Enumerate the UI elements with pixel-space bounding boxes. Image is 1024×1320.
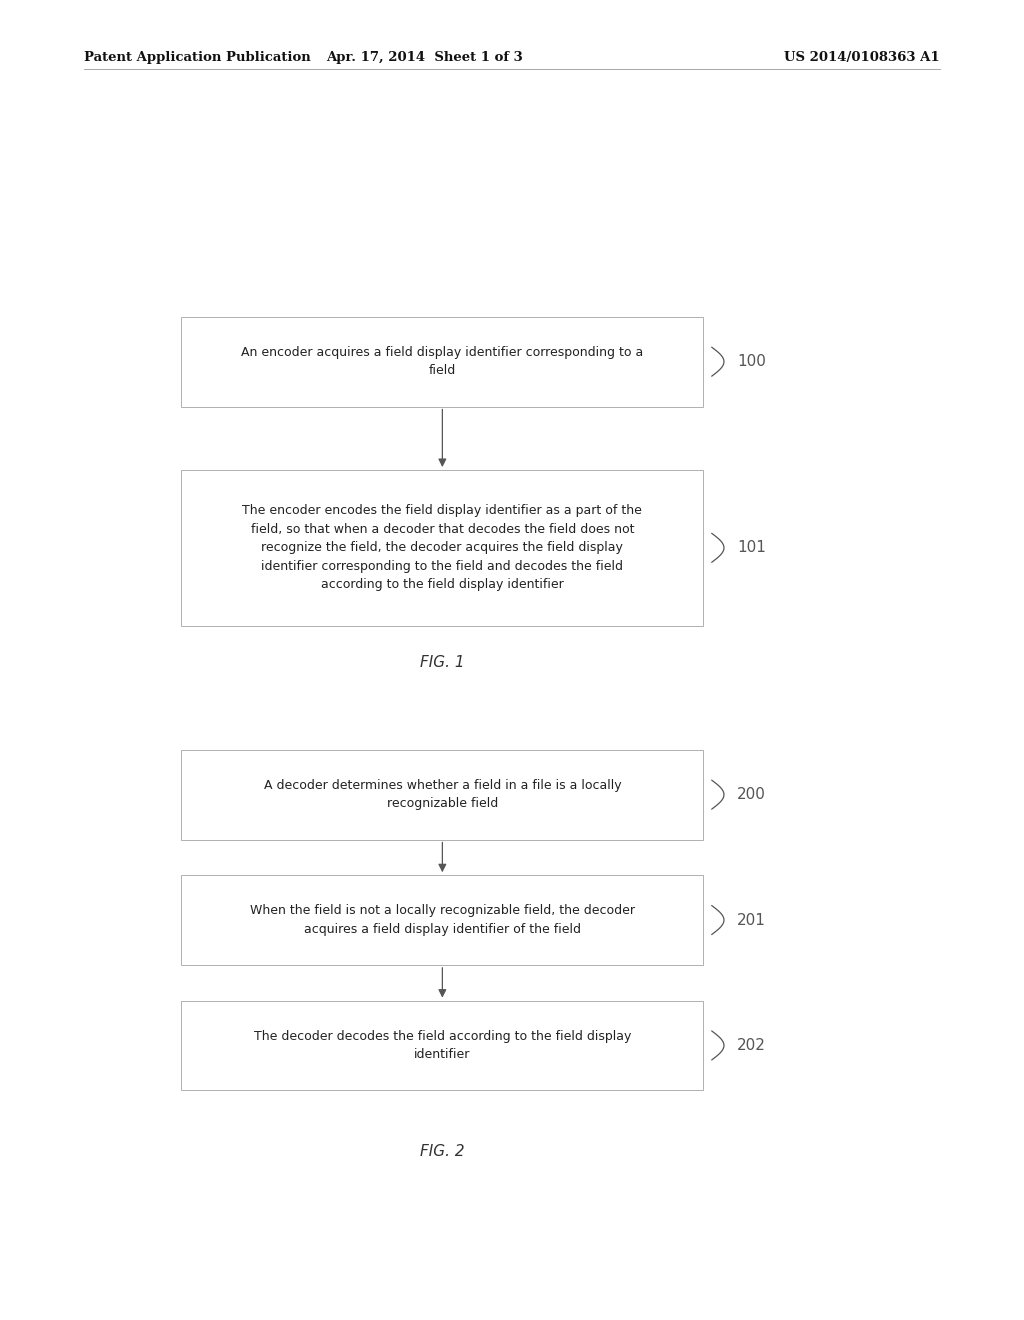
- Text: 201: 201: [737, 912, 766, 928]
- Bar: [181, 750, 703, 840]
- Text: The decoder decodes the field according to the field display
identifier: The decoder decodes the field according …: [254, 1030, 631, 1061]
- Text: The encoder encodes the field display identifier as a part of the
field, so that: The encoder encodes the field display id…: [243, 504, 642, 591]
- Bar: [181, 875, 703, 965]
- Text: 101: 101: [737, 540, 766, 556]
- Bar: [181, 317, 703, 407]
- Text: 202: 202: [737, 1038, 766, 1053]
- Text: FIG. 1: FIG. 1: [420, 655, 465, 671]
- Text: A decoder determines whether a field in a file is a locally
recognizable field: A decoder determines whether a field in …: [263, 779, 622, 810]
- Text: 100: 100: [737, 354, 766, 370]
- Text: FIG. 2: FIG. 2: [420, 1143, 465, 1159]
- Bar: [181, 470, 703, 626]
- Text: When the field is not a locally recognizable field, the decoder
acquires a field: When the field is not a locally recogniz…: [250, 904, 635, 936]
- Text: An encoder acquires a field display identifier corresponding to a
field: An encoder acquires a field display iden…: [242, 346, 643, 378]
- Text: Apr. 17, 2014  Sheet 1 of 3: Apr. 17, 2014 Sheet 1 of 3: [327, 51, 523, 63]
- Text: US 2014/0108363 A1: US 2014/0108363 A1: [784, 51, 940, 63]
- Text: Patent Application Publication: Patent Application Publication: [84, 51, 310, 63]
- Bar: [181, 1001, 703, 1090]
- Text: 200: 200: [737, 787, 766, 803]
